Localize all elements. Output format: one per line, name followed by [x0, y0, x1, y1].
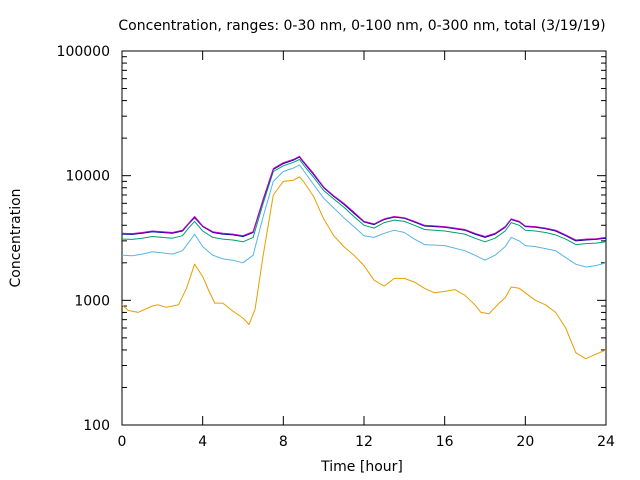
- x-tick-label: 8: [279, 434, 288, 450]
- y-tick-label: 100000: [57, 44, 110, 60]
- x-tick-label: 4: [198, 434, 207, 450]
- plot-area-frame: [121, 50, 607, 426]
- chart-title: Concentration, ranges: 0-30 nm, 0-100 nm…: [118, 18, 605, 34]
- y-tick-label: 100: [83, 418, 110, 434]
- x-tick-label: 12: [355, 434, 373, 450]
- x-tick-label: 16: [436, 434, 454, 450]
- x-tick-label: 0: [118, 434, 127, 450]
- series-line-3: [121, 158, 607, 246]
- x-tick-label: 20: [516, 434, 534, 450]
- y-axis-label: Concentration: [8, 188, 24, 287]
- x-axis-ticks: 0 4 8 12 16 20 24: [118, 51, 615, 450]
- series-line-2: [121, 164, 607, 268]
- series-line-1: [121, 176, 607, 360]
- x-tick-label: 24: [597, 434, 615, 450]
- series-line-4: [121, 156, 607, 242]
- y-axis-ticks: 100 1000 10000 100000: [57, 44, 606, 434]
- series-lines: [121, 155, 607, 360]
- x-axis-label: Time [hour]: [320, 459, 403, 475]
- y-tick-label: 10000: [65, 169, 110, 185]
- series-line-5: [121, 155, 607, 241]
- y-tick-label: 1000: [74, 293, 110, 309]
